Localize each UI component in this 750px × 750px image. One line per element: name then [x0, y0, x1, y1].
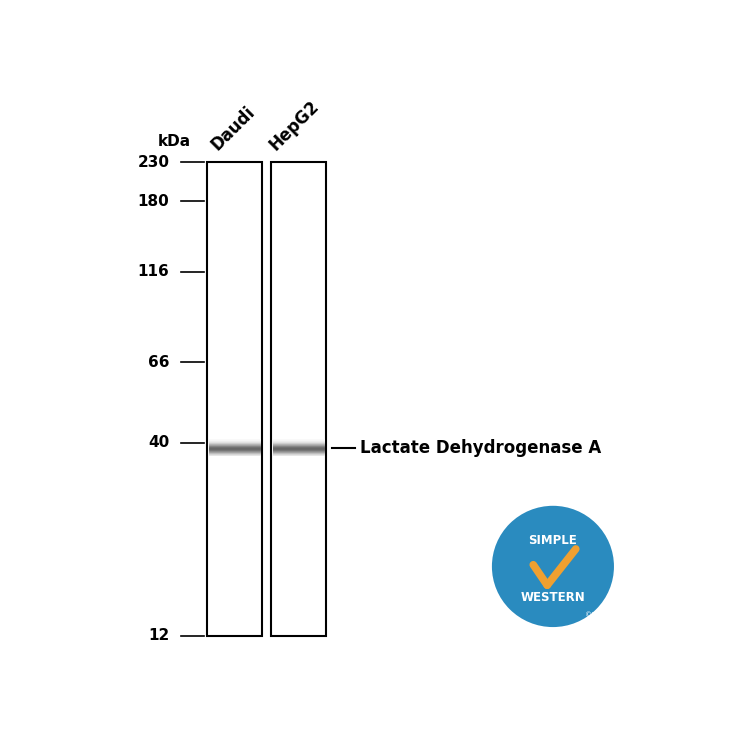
Text: HepG2: HepG2 — [266, 97, 322, 154]
Text: WESTERN: WESTERN — [520, 592, 585, 604]
Text: Lactate Dehydrogenase A: Lactate Dehydrogenase A — [360, 439, 602, 457]
Text: Daudi: Daudi — [208, 103, 259, 154]
Text: kDa: kDa — [158, 134, 190, 149]
Text: SIMPLE: SIMPLE — [529, 535, 578, 548]
Text: 116: 116 — [137, 265, 170, 280]
Text: 40: 40 — [148, 435, 170, 450]
Circle shape — [492, 506, 614, 627]
Bar — [207, 162, 262, 636]
Text: 12: 12 — [148, 628, 170, 644]
Text: 180: 180 — [137, 194, 170, 209]
Bar — [271, 162, 326, 636]
Text: 66: 66 — [148, 355, 170, 370]
Text: 230: 230 — [137, 154, 170, 170]
Text: ©2014: ©2014 — [584, 612, 610, 618]
